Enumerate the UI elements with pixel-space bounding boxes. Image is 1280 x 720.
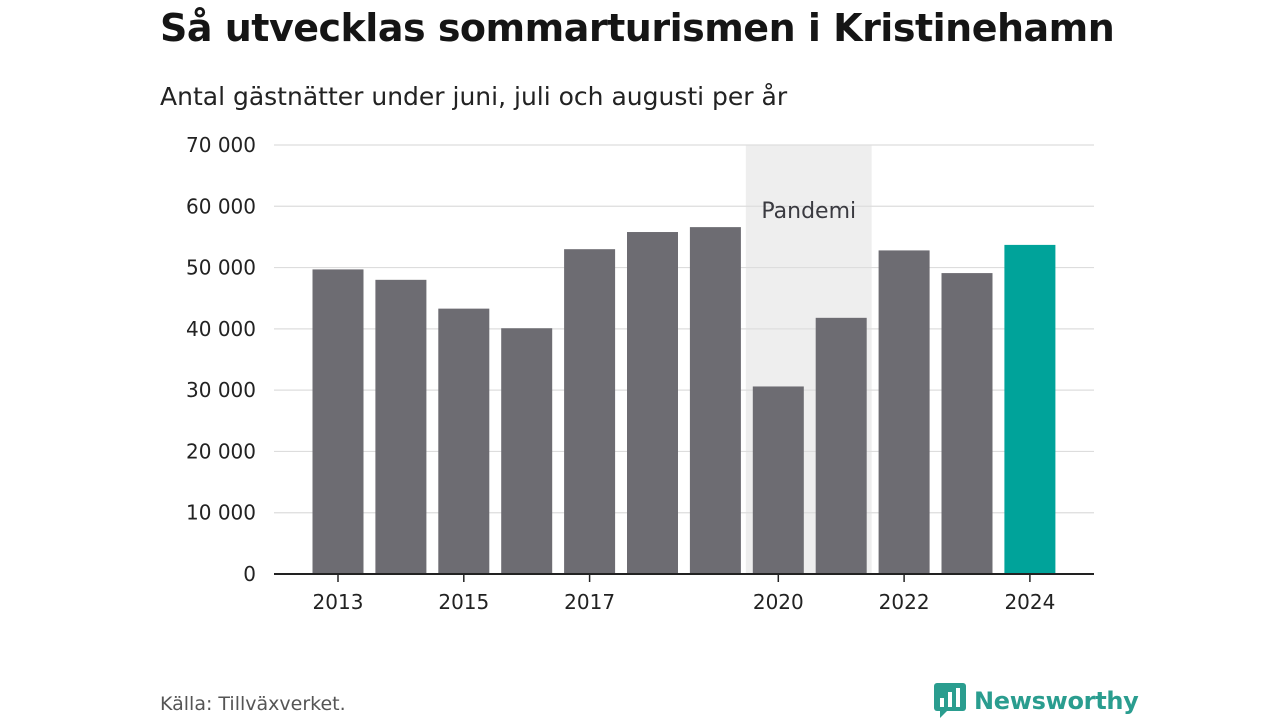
- bar-chart: 0 10 000 20 000 30 000 40 000 50 000 60 000 70 …: [186, 133, 1094, 614]
- y-tick-label: 40 000: [186, 317, 256, 341]
- y-tick-label: 30 000: [186, 378, 256, 402]
- y-tick-label: 60 000: [186, 194, 256, 218]
- chart-title: Så utvecklas sommarturismen i Kristineha…: [160, 6, 1115, 50]
- bar-2019: [689, 227, 741, 574]
- y-tick-label: 70 000: [186, 133, 256, 157]
- chart-subtitle: Antal gästnätter under juni, juli och au…: [160, 82, 788, 111]
- y-tick-label: 10 000: [186, 501, 256, 525]
- x-tick-label: 2017: [564, 590, 615, 614]
- bar-2014: [375, 279, 427, 574]
- bar-2023: [941, 273, 993, 574]
- y-tick-label: 50 000: [186, 256, 256, 280]
- x-axis-tick-labels: 2013 2015 2017 2020 2022 2024: [313, 590, 1056, 614]
- bar-2015: [438, 308, 490, 574]
- bar-2013: [312, 269, 364, 574]
- x-tick-label: 2024: [1004, 590, 1055, 614]
- brand-name: Newsworthy: [974, 687, 1139, 715]
- bar-2024: [1004, 244, 1056, 574]
- bar-2017: [564, 249, 616, 574]
- y-tick-label: 0: [243, 562, 256, 586]
- bar-2021: [815, 317, 867, 574]
- newsworthy-logo-icon: [934, 683, 966, 718]
- y-tick-label: 20 000: [186, 439, 256, 463]
- bars: [312, 227, 1056, 575]
- brand-logo: Newsworthy: [934, 683, 1139, 719]
- x-tick-label: 2015: [438, 590, 489, 614]
- x-tick-label: 2013: [313, 590, 364, 614]
- bar-2016: [501, 328, 553, 574]
- x-axis: [274, 573, 1094, 582]
- pandemic-label: Pandemi: [761, 199, 856, 224]
- x-tick-label: 2022: [879, 590, 930, 614]
- x-tick-label: 2020: [753, 590, 804, 614]
- bar-2018: [627, 232, 678, 575]
- bar-2022: [878, 250, 930, 574]
- bar-2020: [752, 386, 804, 574]
- y-axis-tick-labels: 0 10 000 20 000 30 000 40 000 50 000 60 000 70 …: [186, 133, 256, 586]
- annotation-layer: Pandemi: [761, 199, 856, 224]
- source-note: Källa: Tillväxverket.: [160, 693, 346, 715]
